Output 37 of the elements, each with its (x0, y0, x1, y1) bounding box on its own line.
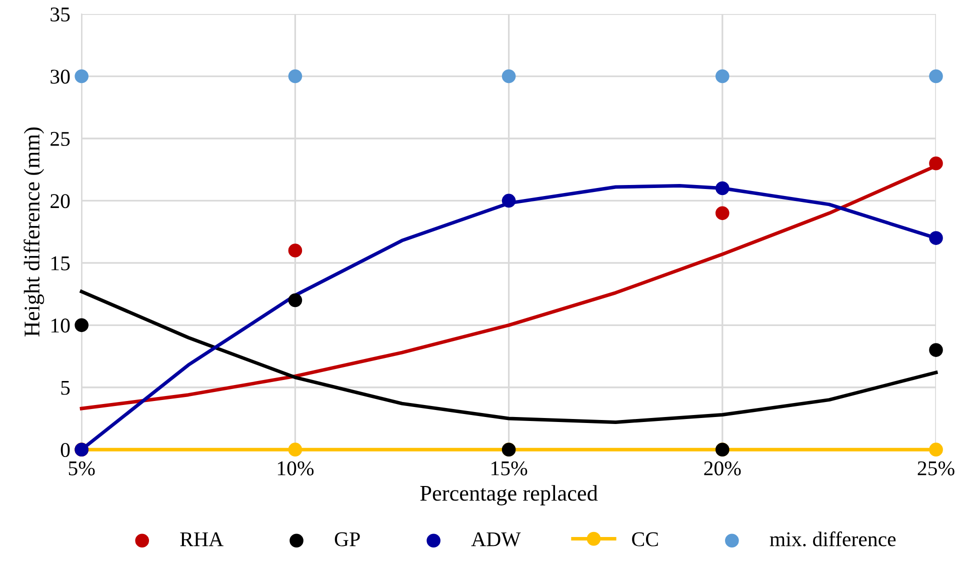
point (74, 318, 89, 332)
y-tick-label: 0 (60, 442, 70, 458)
point (288, 69, 302, 84)
legend-label: ADW (471, 532, 521, 546)
x-tick-label: 15% (492, 461, 528, 476)
line-series (80, 290, 938, 424)
point (929, 231, 943, 245)
y-axis-title: Height difference (mm) (24, 127, 44, 336)
y-tick-label: 25 (50, 132, 70, 146)
x-tick-label: 5% (68, 461, 95, 476)
point (288, 244, 302, 258)
point (74, 69, 89, 84)
y-tick-label: 30 (50, 70, 70, 84)
point (715, 206, 730, 220)
legend-label: GP (334, 532, 360, 546)
y-tick-label: 20 (50, 194, 70, 208)
legend-label: RHA (180, 532, 224, 546)
y-tick-label: 15 (51, 256, 70, 270)
legend-label: mix. difference (770, 531, 896, 546)
x-axis-title: Percentage replaced (420, 485, 598, 506)
point (929, 156, 943, 170)
point (715, 181, 730, 196)
point (929, 343, 943, 357)
x-tick-label: 25% (918, 461, 954, 476)
x-tick-label: 20% (704, 461, 741, 476)
x-tick-label: 10% (278, 461, 314, 476)
point (715, 69, 730, 84)
y-tick-label: 35 (50, 7, 70, 22)
legend-label: CC (632, 532, 658, 546)
y-tick-label: 10 (51, 318, 70, 333)
point (288, 442, 302, 457)
point (288, 293, 302, 308)
point (929, 442, 943, 457)
point (502, 194, 516, 208)
y-tick-label: 5 (61, 380, 70, 395)
point (502, 69, 516, 84)
point (929, 69, 943, 84)
